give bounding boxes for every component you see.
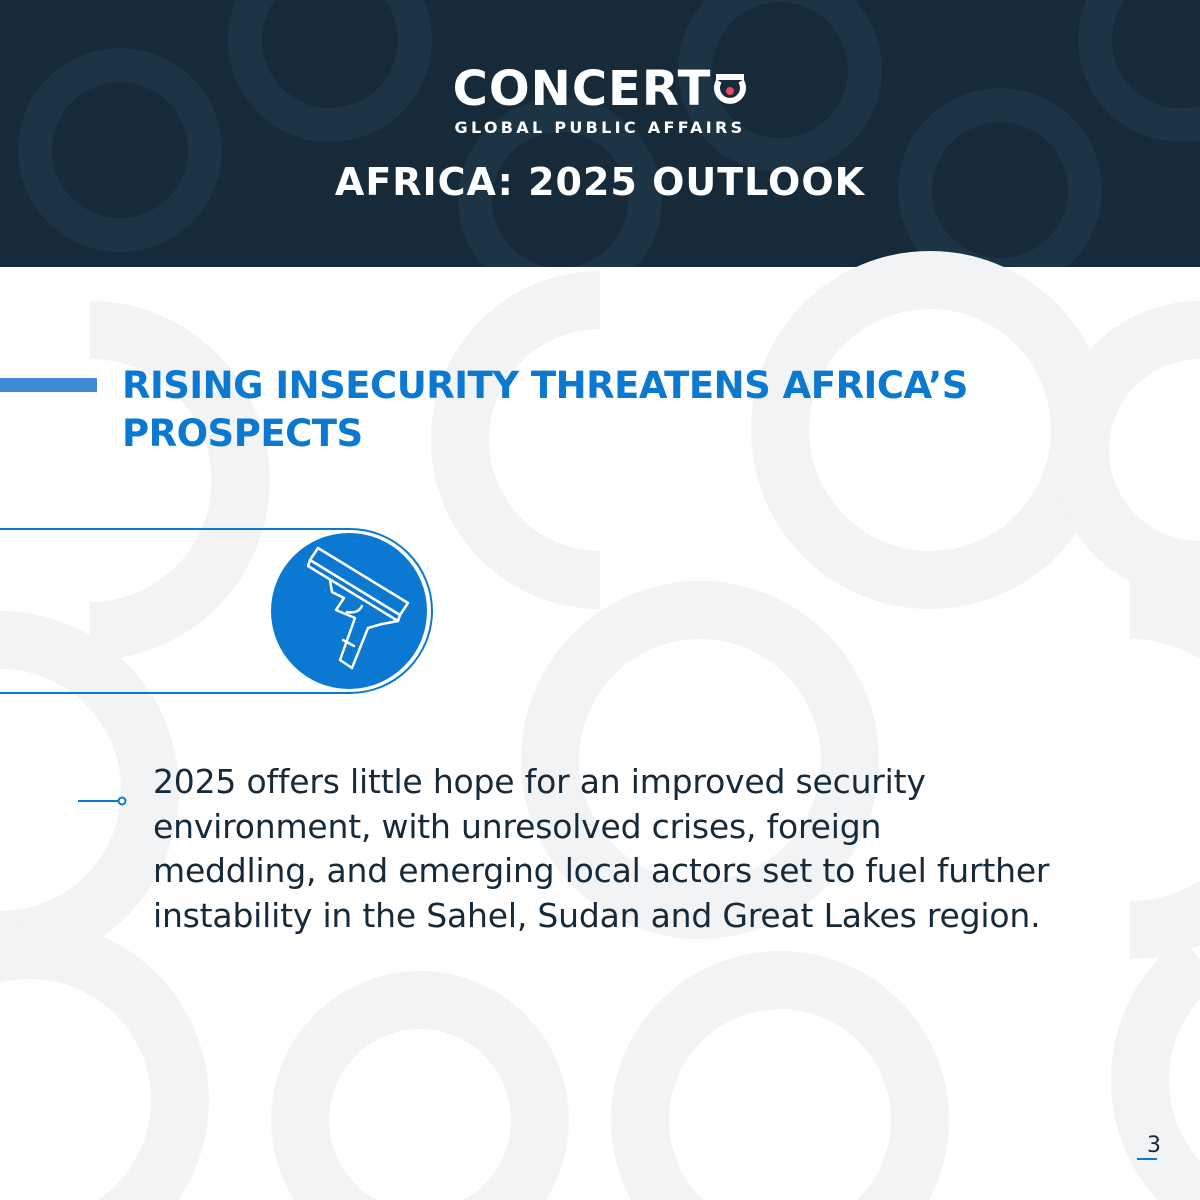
header-decorative-rings	[18, 0, 1200, 267]
page-number-underline	[1137, 1158, 1157, 1160]
page-title: AFRICA: 2025 OUTLOOK	[334, 160, 866, 204]
title-accent-bar	[0, 378, 97, 392]
header-band: CONCERT GLOBAL PUBLIC AFFAIRS AFRICA: 20…	[0, 0, 1200, 267]
handgun-icon	[306, 546, 410, 670]
page-number: 3	[1147, 1133, 1161, 1158]
body-paragraph: 2025 offers little hope for an improved …	[153, 762, 1050, 935]
logo-tagline: GLOBAL PUBLIC AFFAIRS	[454, 118, 746, 137]
section-title: RISING INSECURITY THREATENS AFRICA’S PRO…	[122, 364, 968, 455]
concerto-logo: CONCERT GLOBAL PUBLIC AFFAIRS	[0, 62, 1200, 137]
logo-wordmark: CONCERT	[452, 61, 712, 117]
bullet-marker	[78, 796, 127, 806]
logo-o-mark-icon	[714, 74, 747, 104]
